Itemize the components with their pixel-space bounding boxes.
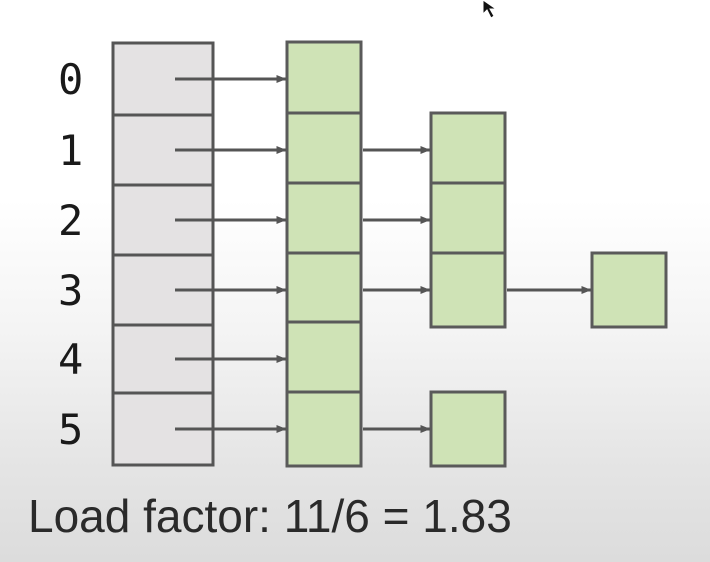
chain-node-5-0 <box>285 390 363 468</box>
bucket-index-label-3: 3 <box>58 266 83 315</box>
chain-node-5-1 <box>429 390 507 468</box>
bucket-index-label-2: 2 <box>58 196 83 245</box>
bucket-index-label-5: 5 <box>58 405 83 454</box>
load-factor-caption: Load factor: 11/6 = 1.83 <box>28 490 512 542</box>
chain-node-1-1 <box>429 111 507 189</box>
cursor-arrow-icon <box>482 0 498 19</box>
chain-node-3-2 <box>590 251 668 329</box>
bucket-index-label-1: 1 <box>58 126 83 175</box>
chain-nodes <box>285 40 668 468</box>
bucket-index-label-4: 4 <box>58 335 83 384</box>
chain-node-3-1 <box>429 251 507 329</box>
bucket-index-labels: 0 1 2 3 4 5 <box>58 55 83 454</box>
chain-node-4-0 <box>285 320 363 398</box>
bucket-array <box>111 41 215 467</box>
chain-node-2-0 <box>285 181 363 259</box>
chain-node-2-1 <box>429 181 507 259</box>
chain-node-3-0 <box>285 251 363 329</box>
chain-node-0-0 <box>285 40 363 118</box>
chain-node-1-0 <box>285 111 363 189</box>
bucket-index-label-0: 0 <box>58 55 83 104</box>
pointer-arrows <box>175 75 592 433</box>
